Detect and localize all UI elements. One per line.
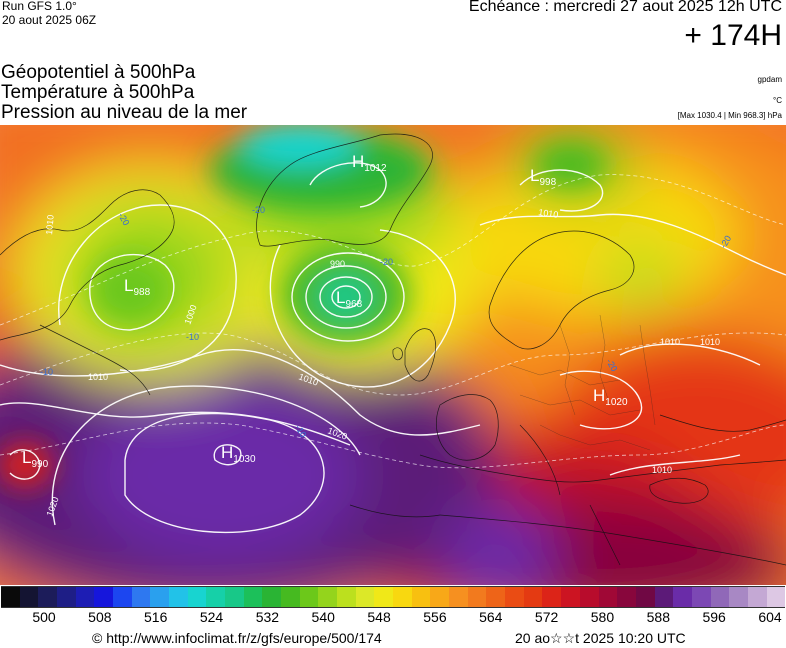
colorbar-swatch: [113, 587, 132, 607]
parameter-temperature: Température à 500hPa: [1, 82, 195, 103]
map-canvas: H1012 L998 L988 L968 H1020 L990 H1030 10…: [0, 125, 786, 585]
parameter-geopotential: Géopotentiel à 500hPa: [1, 62, 196, 83]
colorbar-swatch: [523, 587, 543, 607]
colorbar-swatch: [38, 587, 58, 607]
colorbar-tick-label: 548: [367, 609, 391, 625]
parameter-pressure: Pression au niveau de la mer: [1, 102, 248, 123]
colorbar-swatch: [19, 587, 39, 607]
colorbar-tick-label: 564: [479, 609, 503, 625]
pressure-center-low: L990: [22, 448, 49, 470]
isobar-label: 1010: [700, 337, 720, 347]
generation-timestamp: 20 ao☆☆t 2025 10:20 UTC: [515, 630, 686, 646]
colorbar-swatch: [393, 587, 412, 607]
colorbar-swatch: [729, 587, 748, 607]
colorbar-tick-label: 540: [311, 609, 335, 625]
temperature-isotherms: [0, 174, 786, 469]
svg-text:-20: -20: [380, 257, 393, 267]
svg-text:-10: -10: [186, 332, 199, 342]
colorbar-swatch: [225, 587, 244, 607]
colorbar-tick-label: 604: [758, 609, 782, 625]
colorbar-swatch: [430, 587, 450, 607]
colorbar-swatch: [169, 587, 188, 607]
svg-text:-10: -10: [40, 367, 53, 377]
colorbar-swatch: [337, 587, 356, 607]
colorbar-swatch: [318, 587, 338, 607]
colorbar-tick-label: 524: [199, 609, 224, 625]
colorbar-ticks: 500 508 516 524 532 540 548 556 564 572 580 588 596 6…: [0, 609, 786, 627]
isobar-label: 1010: [660, 337, 680, 347]
unit-geopotential: gpdam: [757, 75, 782, 84]
colorbar-swatch: [635, 587, 655, 607]
colorbar-swatch: [243, 587, 263, 607]
colorbar-tick-label: 556: [423, 609, 447, 625]
pressure-center-high: H1030: [221, 443, 256, 465]
colorbar-swatch: [486, 587, 506, 607]
colorbar-swatch: [617, 587, 636, 607]
colorbar-swatch: [355, 587, 375, 607]
colorbar-swatch: [579, 587, 599, 607]
isobar-label: 990: [330, 259, 345, 269]
pressure-center-low: L998: [530, 166, 557, 188]
colorbar-swatch: [299, 587, 319, 607]
colorbar-swatch: [374, 587, 394, 607]
colorbar-tick-label: 516: [144, 609, 168, 625]
pressure-range: [Max 1030.4 | Min 968.3] hPa: [677, 111, 782, 120]
isobar-label: 1010: [44, 214, 56, 235]
source-credit: © http://www.infoclimat.fr/z/gfs/europe/…: [92, 630, 382, 646]
colorbar-swatch: [262, 587, 282, 607]
colorbar-swatch: [57, 587, 76, 607]
colorbar-swatch: [411, 587, 431, 607]
colorbar-swatch: [75, 587, 95, 607]
lead-time: + 174H: [684, 19, 782, 52]
colorbar-tick-label: 588: [646, 609, 670, 625]
isobars: [0, 162, 786, 534]
colorbar-swatch: [94, 587, 114, 607]
colorbar-swatch: [187, 587, 207, 607]
colorbar-swatch: [710, 587, 730, 607]
pressure-center-low: L968: [336, 288, 363, 310]
forecast-valid-time: Echéance : mercredi 27 aout 2025 12h UTC: [468, 0, 782, 15]
unit-temperature: °C: [773, 96, 782, 105]
colorbar-swatch: [673, 587, 692, 607]
isobar-label: 1010: [538, 207, 559, 220]
weather-map: H1012 L998 L988 L968 H1020 L990 H1030 10…: [0, 125, 786, 585]
colorbar-swatch: [206, 587, 226, 607]
pressure-center-high: H1012: [352, 152, 387, 174]
colorbar-swatch: [598, 587, 618, 607]
isobar-label: 1010: [652, 465, 672, 475]
colorbar-swatch: [505, 587, 524, 607]
run-model: Run GFS 1.0°: [2, 0, 77, 13]
colorbar-swatch: [1, 587, 20, 607]
colorbar-swatch: [281, 587, 300, 607]
colorbar-swatch: [131, 587, 151, 607]
colorbar-swatch: [150, 587, 170, 607]
pressure-center-low: L988: [124, 276, 151, 298]
pressure-center-high: H1020: [593, 386, 628, 408]
colorbar-tick-label: 596: [702, 609, 726, 625]
isobar-label: 1010: [88, 372, 108, 382]
colorbar-tick-label: 532: [255, 609, 280, 625]
colorbar: [1, 586, 786, 608]
colorbar-tick-label: 500: [32, 609, 56, 625]
borders: [509, 314, 656, 451]
colorbar-swatch: [691, 587, 711, 607]
geopotential-field: [0, 125, 786, 585]
colorbar-swatch: [467, 587, 487, 607]
colorbar-swatch: [654, 587, 674, 607]
colorbar-swatch: [766, 587, 786, 607]
run-date: 20 aout 2025 06Z: [2, 13, 97, 27]
colorbar-swatch: [561, 587, 580, 607]
colorbar-tick-label: 508: [88, 609, 112, 625]
colorbar-swatch: [449, 587, 468, 607]
colorbar-swatch: [747, 587, 767, 607]
colorbar-swatch: [542, 587, 562, 607]
svg-text:-20: -20: [252, 205, 265, 215]
coastlines: [0, 133, 786, 566]
colorbar-tick-label: 572: [534, 609, 559, 625]
colorbar-tick-label: 580: [590, 609, 615, 625]
